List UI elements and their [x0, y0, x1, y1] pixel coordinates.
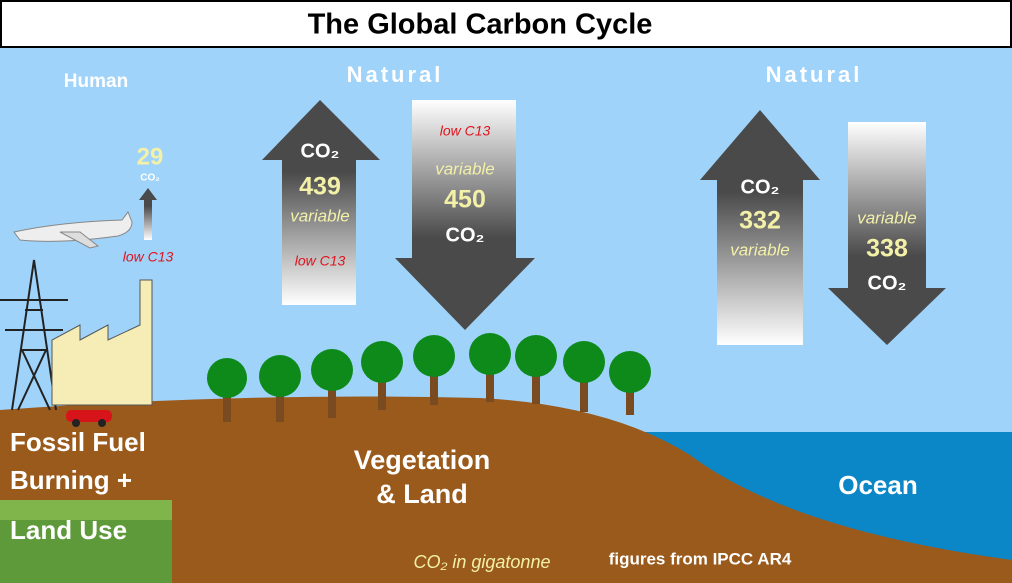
region-label: Fossil Fuel: [10, 427, 146, 457]
diagram: The Global Carbon Cycle Human Natural Na…: [0, 0, 1012, 583]
units-note: CO₂ in gigatonne: [414, 552, 551, 572]
region-label: Ocean: [838, 470, 918, 500]
flow-amount: 29: [137, 143, 164, 170]
flow-gas: CO₂: [741, 176, 780, 198]
section-label: Natural: [766, 62, 863, 87]
car: [72, 419, 80, 427]
flow-amount: 332: [739, 207, 781, 235]
trees: [259, 355, 301, 397]
region-label: Vegetation: [354, 445, 491, 475]
trees: [563, 341, 605, 383]
flow-gas: CO₂: [301, 140, 340, 162]
car: [98, 419, 106, 427]
page: The Global Carbon Cycle Human Natural Na…: [0, 0, 1012, 583]
flow-note: low C13: [440, 123, 491, 139]
title: The Global Carbon Cycle: [308, 9, 653, 41]
flow-variability: variable: [730, 240, 790, 259]
car: [66, 410, 112, 422]
flow-variability: variable: [290, 206, 350, 225]
flow-note: low C13: [295, 253, 346, 269]
trees: [609, 351, 651, 393]
trees: [207, 358, 247, 398]
trees: [469, 333, 511, 375]
flow-gas: CO₂: [868, 272, 907, 294]
flow-gas: CO₂: [140, 173, 159, 184]
section-label: Natural: [347, 62, 444, 87]
region-label: & Land: [376, 479, 468, 509]
region-label: Burning +: [10, 465, 132, 495]
trees: [311, 349, 353, 391]
flow-variability: variable: [435, 159, 495, 178]
region-label: Land Use: [10, 515, 127, 545]
section-label: Human: [64, 71, 128, 92]
trees: [361, 341, 403, 383]
trees: [413, 335, 455, 377]
flow-amount: 450: [444, 186, 486, 214]
trees: [515, 335, 557, 377]
flow-amount: 439: [299, 173, 341, 201]
flow-gas: CO₂: [446, 224, 485, 246]
flow-note: low C13: [123, 249, 174, 265]
flow-amount: 338: [866, 235, 908, 263]
source-note: figures from IPCC AR4: [609, 549, 792, 568]
flow-variability: variable: [857, 208, 917, 227]
